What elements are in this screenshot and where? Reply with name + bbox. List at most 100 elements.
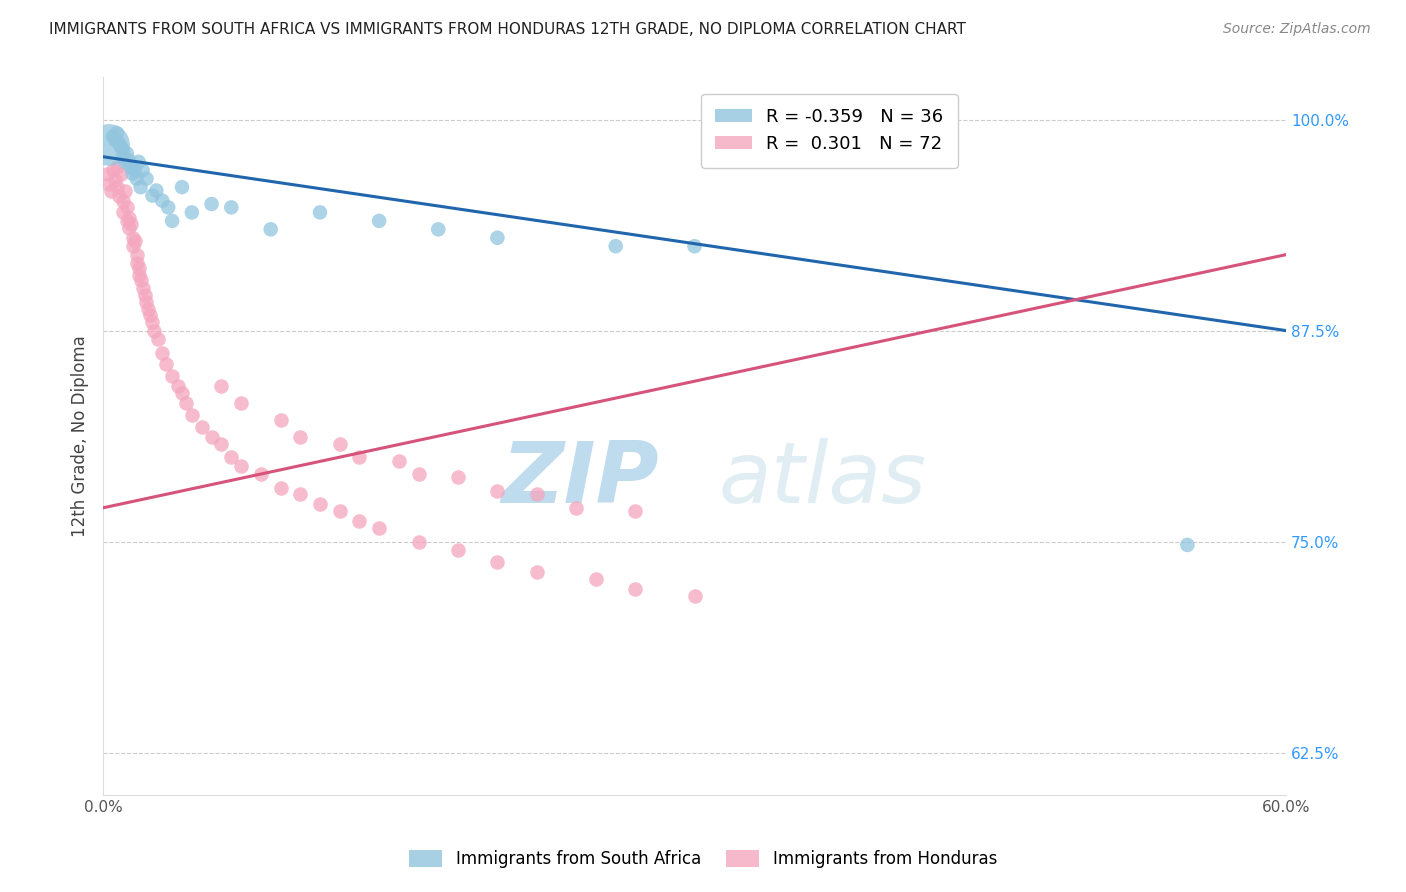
Point <box>115 201 138 215</box>
Point <box>486 483 509 498</box>
Point <box>129 273 152 287</box>
Point <box>447 543 470 558</box>
Point <box>104 173 127 187</box>
Point <box>190 419 212 434</box>
Point <box>105 126 128 140</box>
Point <box>110 167 132 181</box>
Point <box>309 205 332 219</box>
Point <box>1177 538 1199 552</box>
Point <box>134 288 156 302</box>
Point <box>139 309 162 323</box>
Point <box>408 467 430 481</box>
Point <box>128 261 150 276</box>
Point <box>111 205 134 219</box>
Point <box>160 214 183 228</box>
Point <box>148 332 170 346</box>
Point <box>447 470 470 484</box>
Point <box>200 197 222 211</box>
Text: IMMIGRANTS FROM SOUTH AFRICA VS IMMIGRANTS FROM HONDURAS 12TH GRADE, NO DIPLOMA : IMMIGRANTS FROM SOUTH AFRICA VS IMMIGRAN… <box>49 22 966 37</box>
Point <box>329 504 352 518</box>
Point <box>121 167 143 181</box>
Point <box>150 345 173 359</box>
Point <box>125 247 148 261</box>
Point <box>180 408 202 422</box>
Point <box>368 521 391 535</box>
Point <box>96 167 118 181</box>
Point <box>131 281 153 295</box>
Point <box>229 396 252 410</box>
Point <box>229 458 252 473</box>
Point <box>120 160 142 174</box>
Point <box>98 137 121 152</box>
Point <box>114 154 136 169</box>
Point <box>167 379 190 393</box>
Point <box>118 211 141 225</box>
Point <box>110 139 132 153</box>
Point <box>114 184 136 198</box>
Point <box>104 133 127 147</box>
Point <box>174 396 197 410</box>
Point <box>309 497 332 511</box>
Point <box>111 150 134 164</box>
Point <box>209 436 232 450</box>
Point <box>120 217 142 231</box>
Y-axis label: 12th Grade, No Diploma: 12th Grade, No Diploma <box>72 335 89 537</box>
Point <box>121 231 143 245</box>
Point <box>108 136 131 151</box>
Point <box>135 171 157 186</box>
Point <box>100 184 122 198</box>
Point <box>125 171 148 186</box>
Point <box>118 220 141 235</box>
Point <box>157 201 180 215</box>
Point <box>108 188 131 202</box>
Point <box>683 239 706 253</box>
Point <box>128 154 150 169</box>
Point <box>101 129 124 144</box>
Point <box>121 239 143 253</box>
Point <box>111 143 134 157</box>
Text: Source: ZipAtlas.com: Source: ZipAtlas.com <box>1223 22 1371 37</box>
Point <box>105 160 128 174</box>
Point <box>219 201 242 215</box>
Point <box>98 177 121 191</box>
Point <box>118 153 141 168</box>
Point <box>260 222 283 236</box>
Point <box>427 222 450 236</box>
Point <box>565 500 588 515</box>
Point <box>683 589 706 603</box>
Point <box>141 188 163 202</box>
Point <box>124 234 146 248</box>
Point <box>124 163 146 178</box>
Point <box>270 413 292 427</box>
Point <box>486 231 509 245</box>
Point <box>160 369 183 384</box>
Point <box>329 436 352 450</box>
Text: atlas: atlas <box>718 438 927 521</box>
Point <box>180 205 202 219</box>
Point <box>585 572 607 586</box>
Point <box>526 565 548 579</box>
Point <box>155 357 177 371</box>
Point <box>605 239 627 253</box>
Point <box>349 450 371 465</box>
Point <box>145 184 167 198</box>
Point <box>111 194 134 208</box>
Point <box>125 256 148 270</box>
Point <box>115 146 138 161</box>
Point <box>170 386 193 401</box>
Point <box>486 555 509 569</box>
Point <box>368 214 391 228</box>
Text: ZIP: ZIP <box>502 438 659 521</box>
Point <box>128 268 150 282</box>
Point <box>143 324 166 338</box>
Point <box>141 315 163 329</box>
Point <box>150 194 173 208</box>
Point <box>349 514 371 528</box>
Point <box>101 163 124 178</box>
Point <box>290 487 312 501</box>
Point <box>129 180 152 194</box>
Point <box>624 504 647 518</box>
Point <box>115 214 138 228</box>
Point <box>170 180 193 194</box>
Point <box>526 487 548 501</box>
